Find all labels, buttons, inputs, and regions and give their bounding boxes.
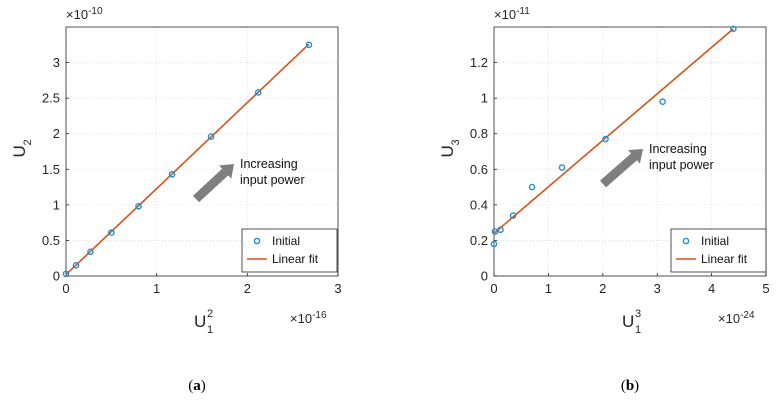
increasing-power-arrow-icon: [600, 149, 643, 188]
y-tick-label: 2: [53, 126, 60, 141]
y-axis-label-subscript: 2: [22, 139, 34, 145]
data-point: [168, 170, 176, 178]
annotation-line1: Increasing: [240, 157, 298, 171]
axes-box: [65, 26, 339, 277]
legend-box: [241, 228, 338, 273]
y-axis-label: U: [438, 145, 457, 157]
chart-panel-a: 0 1 2 300.511.522.53×10-10×10-16U 21U2Increa…: [10, 6, 342, 394]
data-point: [659, 98, 666, 105]
x-tick-label: 2: [244, 281, 251, 296]
x-tick-label: 0: [490, 281, 497, 296]
y-axis-label: U: [10, 145, 29, 157]
y-tick-label: 1.5: [42, 162, 60, 177]
data-point: [254, 89, 262, 96]
legend: Initial Linear fit: [241, 228, 338, 273]
data-point: [730, 25, 737, 33]
data-point: [491, 228, 499, 235]
x-tick-label: 3: [334, 281, 341, 296]
x-tick-label: 1: [545, 281, 552, 296]
data-point: [528, 183, 536, 191]
annotation-line2: input power: [240, 173, 305, 187]
legend-label-initial: Initial: [272, 234, 300, 248]
linear-fit-line: [493, 28, 734, 234]
x-tick-label: 3: [654, 281, 661, 296]
y-tick-label: 0.8: [470, 126, 488, 141]
increasing-power-arrow-icon: [193, 164, 234, 203]
y-tick-label: 2.5: [42, 91, 60, 106]
annotation-line1: Increasing: [649, 142, 707, 156]
data-point: [87, 248, 94, 256]
data-point: [305, 41, 313, 49]
x-tick-label: 2: [599, 281, 606, 296]
data-point: [135, 202, 142, 210]
legend-label-linear-fit: Linear fit: [272, 252, 319, 266]
y-tick-label: 0: [481, 269, 488, 284]
data-point: [509, 212, 517, 219]
y-axis-label-subscript: 3: [450, 139, 462, 145]
y-axis-label-group: U2: [10, 139, 34, 157]
legend-marker-initial: [253, 237, 261, 245]
annotation-line2: input power: [649, 158, 714, 172]
x-tick-label: 4: [708, 281, 715, 296]
chart-panel-b: 0 1 2 3 4 500.20.40.60.811.2×10-11×10-24U 31U3…: [438, 6, 770, 394]
y-tick-label: 0.6: [470, 162, 488, 177]
legend-marker-initial: [682, 237, 690, 245]
data-point: [62, 270, 70, 278]
legend-label-linear-fit: Linear fit: [701, 252, 748, 266]
y-tick-label: 0: [53, 269, 60, 284]
x-axis-label-superscript: 3: [635, 308, 641, 320]
y-tick-label: 0.2: [470, 233, 488, 248]
data-point: [558, 164, 566, 171]
y-exponent-label: ×10-10: [66, 6, 103, 22]
panel-label: (b): [621, 378, 639, 394]
y-tick-label: 0.5: [42, 233, 60, 248]
x-axis-label-subscript: 1: [635, 324, 641, 336]
linear-fit-line: [65, 43, 310, 276]
data-point: [108, 229, 115, 236]
x-tick-label: 1: [153, 281, 160, 296]
data-point: [497, 226, 504, 234]
data-point: [602, 135, 609, 143]
data-point: [207, 133, 215, 140]
axes-box: [493, 26, 767, 277]
y-tick-label: 0.4: [470, 197, 488, 212]
y-tick-label: 1.2: [470, 55, 488, 70]
panel-label: (a): [188, 378, 206, 394]
data-point: [490, 240, 498, 248]
legend: Initial Linear fit: [670, 228, 767, 273]
x-axis-label: U: [622, 312, 634, 331]
y-tick-label: 3: [53, 55, 60, 70]
y-axis-label-group: U3: [438, 139, 462, 157]
x-axis-label-superscript: 2: [207, 308, 213, 320]
y-tick-label: 1: [53, 197, 60, 212]
y-exponent-label: ×10-11: [494, 6, 530, 22]
x-axis-label: U: [194, 312, 206, 331]
x-exponent-label: ×10-24: [718, 310, 755, 326]
y-tick-label: 1: [481, 91, 488, 106]
x-tick-label: 0: [62, 281, 69, 296]
x-axis-label-subscript: 1: [207, 324, 213, 336]
data-point: [72, 262, 80, 269]
x-tick-label: 5: [762, 281, 769, 296]
x-exponent-label: ×10-16: [290, 310, 327, 326]
legend-label-initial: Initial: [701, 234, 729, 248]
legend-box: [670, 228, 767, 273]
